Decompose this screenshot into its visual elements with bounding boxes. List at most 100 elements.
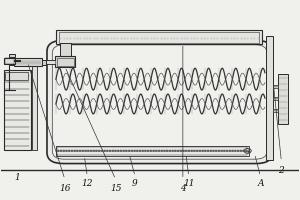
Circle shape: [156, 150, 157, 151]
Circle shape: [215, 150, 217, 151]
Circle shape: [109, 150, 111, 151]
Circle shape: [224, 150, 225, 151]
Bar: [4, 58, 15, 64]
Circle shape: [167, 150, 168, 151]
Circle shape: [243, 150, 244, 151]
Circle shape: [60, 150, 62, 151]
Circle shape: [185, 150, 187, 151]
Text: 11: 11: [183, 179, 195, 188]
Circle shape: [191, 150, 193, 151]
Text: 4: 4: [180, 184, 186, 193]
Circle shape: [202, 150, 203, 151]
Bar: [55, 56, 75, 67]
Circle shape: [96, 150, 97, 151]
Circle shape: [139, 150, 141, 151]
Circle shape: [115, 150, 116, 151]
Circle shape: [213, 150, 214, 151]
Circle shape: [128, 150, 130, 151]
Circle shape: [150, 150, 152, 151]
Circle shape: [240, 150, 242, 151]
Circle shape: [188, 150, 190, 151]
Bar: [32, 62, 38, 150]
Circle shape: [74, 150, 75, 151]
Circle shape: [88, 150, 89, 151]
Bar: [5, 72, 28, 80]
Text: 12: 12: [82, 179, 93, 188]
Circle shape: [164, 150, 165, 151]
Bar: [9, 54, 15, 57]
Bar: [4, 70, 31, 150]
Circle shape: [196, 150, 198, 151]
FancyBboxPatch shape: [52, 45, 267, 159]
Circle shape: [126, 150, 127, 151]
Circle shape: [101, 150, 103, 151]
Bar: [266, 36, 273, 160]
Circle shape: [229, 150, 231, 151]
Circle shape: [245, 150, 247, 151]
Circle shape: [169, 150, 171, 151]
Bar: [59, 32, 259, 43]
Bar: [56, 30, 262, 44]
Circle shape: [221, 150, 222, 151]
Circle shape: [68, 150, 70, 151]
Circle shape: [172, 150, 173, 151]
Circle shape: [82, 150, 84, 151]
Bar: [4, 58, 14, 64]
Circle shape: [235, 150, 236, 151]
Circle shape: [90, 150, 92, 151]
Bar: [273, 85, 278, 88]
Circle shape: [232, 150, 233, 151]
Text: A: A: [257, 179, 264, 188]
Text: 15: 15: [110, 184, 122, 193]
Bar: [278, 74, 288, 124]
Circle shape: [145, 150, 146, 151]
Circle shape: [210, 150, 212, 151]
Circle shape: [183, 150, 184, 151]
Bar: [57, 58, 74, 66]
Text: 2: 2: [278, 166, 284, 175]
Circle shape: [85, 150, 86, 151]
Circle shape: [58, 150, 59, 151]
Bar: [42, 60, 46, 65]
FancyBboxPatch shape: [47, 40, 272, 164]
Circle shape: [118, 150, 119, 151]
Bar: [57, 147, 247, 155]
Circle shape: [199, 150, 201, 151]
Text: 16: 16: [59, 184, 70, 193]
Bar: [273, 97, 278, 100]
Bar: [60, 43, 71, 58]
Circle shape: [205, 150, 206, 151]
Circle shape: [175, 150, 176, 151]
Circle shape: [136, 150, 138, 151]
Circle shape: [218, 150, 220, 151]
Circle shape: [131, 150, 133, 151]
Circle shape: [93, 150, 94, 151]
Circle shape: [120, 150, 122, 151]
Text: 1: 1: [14, 173, 20, 182]
Circle shape: [177, 150, 179, 151]
Circle shape: [134, 150, 135, 151]
Circle shape: [123, 150, 124, 151]
Bar: [14, 58, 42, 66]
Circle shape: [63, 150, 64, 151]
Circle shape: [194, 150, 195, 151]
Circle shape: [104, 150, 105, 151]
Circle shape: [98, 150, 100, 151]
Bar: [56, 146, 248, 156]
Circle shape: [237, 150, 239, 151]
Circle shape: [180, 150, 182, 151]
Bar: [10, 60, 14, 65]
Circle shape: [153, 150, 154, 151]
Circle shape: [147, 150, 149, 151]
Circle shape: [112, 150, 113, 151]
Bar: [273, 109, 278, 112]
Circle shape: [80, 150, 81, 151]
Circle shape: [207, 150, 209, 151]
Circle shape: [161, 150, 163, 151]
Circle shape: [226, 150, 228, 151]
Circle shape: [106, 150, 108, 151]
Text: 9: 9: [132, 179, 138, 188]
Circle shape: [66, 150, 67, 151]
Circle shape: [158, 150, 160, 151]
Circle shape: [76, 150, 78, 151]
